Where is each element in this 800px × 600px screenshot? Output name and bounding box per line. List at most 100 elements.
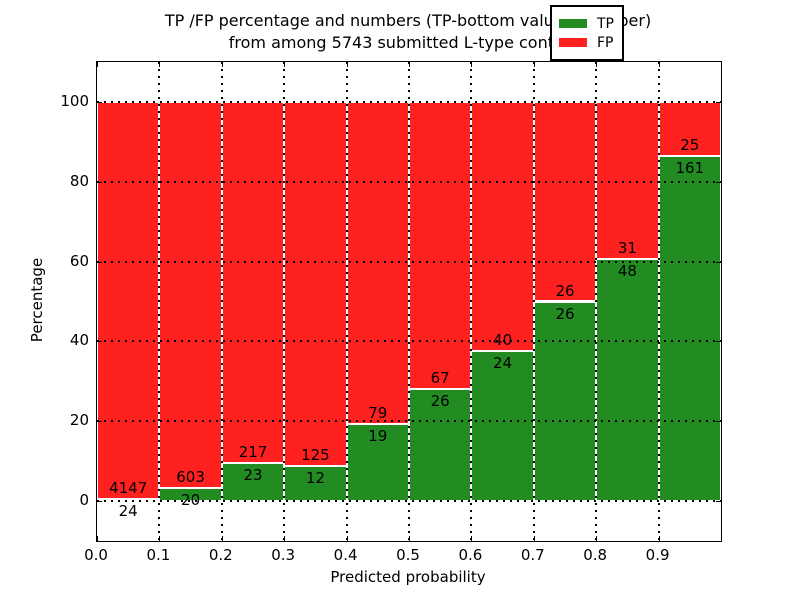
fp-count-label: 79	[368, 403, 388, 422]
x-axis-label: Predicted probability	[330, 568, 486, 586]
x-tick-label: 0.9	[645, 546, 670, 564]
tp-count-label: 26	[430, 392, 450, 411]
x-gridline	[283, 62, 286, 541]
legend: TP FP	[550, 5, 624, 61]
fp-bar-segment	[346, 101, 409, 424]
tp-count-label: 24	[118, 501, 138, 520]
tp-count-label: 24	[493, 354, 513, 373]
y-tick-label: 60	[69, 251, 89, 270]
x-tick-mark	[97, 536, 98, 541]
x-tick-label: 0.4	[333, 546, 358, 564]
y-tick-label: 0	[79, 491, 89, 510]
fp-count-label: 40	[493, 331, 513, 350]
fp-bar-segment	[221, 101, 285, 463]
fp-bar-segment	[159, 101, 222, 489]
x-tick-label: 0.1	[146, 546, 171, 564]
plot-area: 4147 24 603 20 217 23 125 12 79 19 67 26 40 24 26 26 31 4…	[96, 61, 722, 542]
x-tick-label: 0.2	[208, 546, 233, 564]
fp-bar-segment	[284, 101, 347, 467]
x-tick-label: 0.6	[458, 546, 483, 564]
y-tick-mark	[97, 421, 102, 423]
fp-count-label: 25	[680, 135, 700, 154]
x-tick-mark	[346, 62, 348, 67]
y-tick-mark	[97, 261, 102, 263]
tp-count-label: 19	[368, 426, 388, 445]
x-tick-mark	[471, 536, 473, 541]
legend-label-tp: TP	[597, 15, 614, 32]
x-tick-mark	[533, 536, 535, 541]
tp-bar-segment	[471, 351, 534, 502]
tp-color-swatch	[559, 19, 587, 28]
fp-count-label: 217	[238, 442, 268, 461]
x-tick-mark	[658, 62, 660, 67]
x-tick-mark	[596, 62, 598, 67]
fp-count-label: 67	[430, 369, 450, 388]
x-tick-mark	[471, 62, 473, 67]
fp-count-label: 603	[176, 468, 205, 487]
fp-bar-segment	[471, 101, 534, 352]
x-tick-label: 0.3	[271, 546, 296, 564]
x-tick-mark	[409, 536, 410, 541]
y-tick-label: 80	[69, 171, 89, 190]
x-gridline	[345, 62, 348, 541]
tp-count-label: 161	[675, 158, 705, 177]
y-tick-label: 20	[69, 411, 89, 430]
chart-title-line1: TP /FP percentage and numbers (TP-bottom…	[164, 11, 652, 30]
fp-bar-segment	[533, 101, 597, 302]
fp-color-swatch	[559, 38, 587, 47]
x-tick-mark	[596, 536, 598, 541]
y-tick-label: 100	[60, 91, 89, 110]
tp-count-label: 20	[181, 491, 201, 510]
legend-item-fp: FP	[559, 34, 617, 51]
x-gridline	[595, 62, 598, 541]
y-tick-mark	[716, 421, 721, 423]
y-tick-mark	[716, 181, 721, 183]
x-gridline	[470, 62, 473, 541]
fp-count-label: 31	[617, 238, 637, 257]
x-tick-label: 0.5	[396, 546, 420, 564]
x-tick-mark	[346, 536, 348, 541]
y-tick-label: 40	[69, 331, 89, 350]
fp-bar-segment	[409, 101, 472, 390]
tp-bar-segment	[596, 258, 659, 502]
y-tick-mark	[716, 101, 721, 103]
x-tick-label: 0.0	[84, 546, 108, 564]
fp-bar-segment	[97, 101, 160, 499]
tp-bar-segment	[658, 155, 721, 502]
x-gridline	[408, 62, 410, 541]
y-tick-mark	[97, 501, 102, 503]
y-tick-mark	[97, 101, 102, 103]
tp-count-label: 26	[555, 304, 575, 323]
x-tick-mark	[97, 62, 98, 67]
x-tick-mark	[159, 536, 161, 541]
x-tick-mark	[658, 536, 660, 541]
x-tick-mark	[284, 62, 286, 67]
x-tick-mark	[221, 536, 223, 541]
x-gridline	[220, 62, 223, 541]
x-tick-mark	[533, 62, 535, 67]
y-axis-label: Percentage	[28, 257, 46, 343]
fp-count-label: 26	[555, 281, 575, 300]
x-tick-label: 0.7	[520, 546, 545, 564]
x-tick-mark	[159, 62, 161, 67]
x-gridline	[532, 62, 535, 541]
x-tick-mark	[409, 62, 410, 67]
tp-bar-segment	[533, 301, 597, 502]
x-tick-label: 0.8	[583, 546, 608, 564]
legend-item-tp: TP	[559, 15, 617, 32]
chart-title-line2: from among 5743 submitted L-type contact…	[228, 33, 588, 52]
fp-count-label: 125	[301, 446, 330, 465]
y-tick-mark	[716, 341, 721, 343]
tp-count-label: 23	[243, 465, 263, 484]
fp-count-label: 4147	[109, 478, 148, 497]
y-tick-mark	[97, 181, 102, 183]
x-tick-mark	[221, 62, 223, 67]
tp-count-label: 12	[305, 469, 325, 488]
y-tick-mark	[716, 501, 721, 503]
x-gridline	[657, 62, 660, 541]
y-tick-mark	[716, 261, 721, 263]
x-tick-mark	[284, 536, 286, 541]
legend-label-fp: FP	[597, 34, 614, 51]
x-gridline	[158, 62, 161, 541]
